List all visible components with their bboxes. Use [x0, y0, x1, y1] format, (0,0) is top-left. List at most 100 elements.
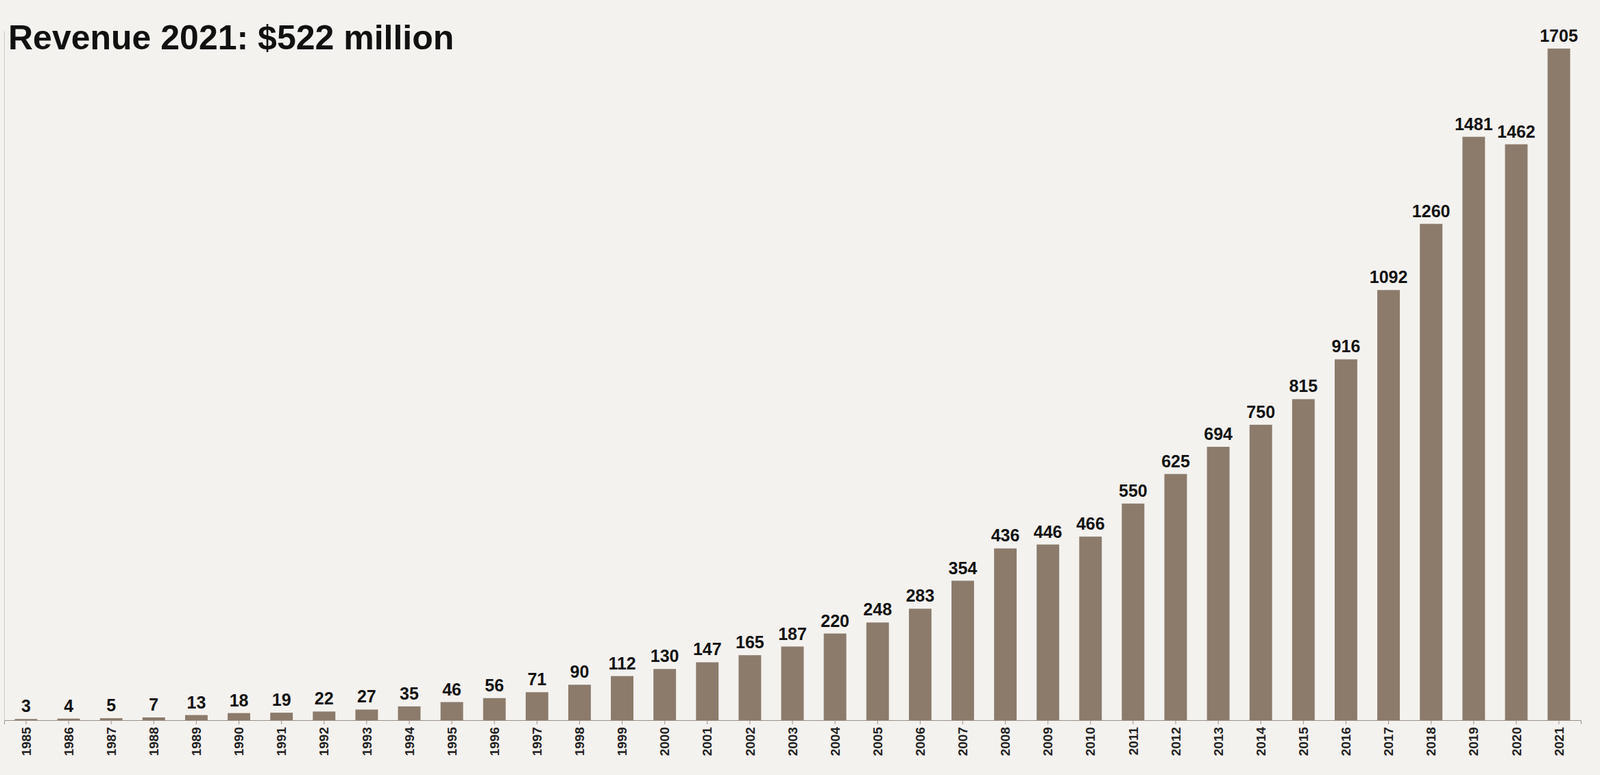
- title: Revenue 2021: $522 million: [8, 18, 454, 57]
- x-tick-mark: [1047, 720, 1049, 725]
- x-tick: 2010: [1083, 720, 1098, 757]
- x-tick-mark: [238, 720, 240, 725]
- x-tick-label: 2013: [1211, 727, 1226, 757]
- x-tick-mark: [1260, 720, 1262, 725]
- data-label: 815: [1288, 376, 1318, 396]
- x-tick: 1995: [444, 720, 460, 757]
- bar: [398, 706, 421, 721]
- data-label: 112: [608, 653, 636, 674]
- data-label: 22: [314, 688, 334, 709]
- x-tick-label: 2001: [699, 727, 715, 757]
- bar: [1547, 48, 1571, 721]
- x-tick: 1992: [316, 720, 332, 757]
- bar: [994, 548, 1017, 721]
- bar: [1462, 137, 1485, 721]
- data-label: 71: [527, 669, 547, 689]
- x-tick-mark: [153, 720, 155, 725]
- x-tick: 2013: [1211, 720, 1226, 757]
- data-label: 625: [1161, 451, 1191, 471]
- bar: [142, 717, 166, 721]
- x-tick-mark: [834, 720, 836, 725]
- y-axis-line: [4, 31, 5, 722]
- y-axis: [4, 31, 5, 722]
- x-tick: 1991: [274, 720, 289, 757]
- data-label: 916: [1331, 336, 1361, 356]
- x-tick: 1986: [61, 720, 77, 757]
- x-tick: 2021: [1552, 720, 1567, 757]
- x-tick-label: 2010: [1083, 727, 1098, 757]
- x-tick-label: 2020: [1509, 727, 1524, 757]
- x-tick: 1994: [402, 720, 417, 757]
- x-tick-mark: [1089, 720, 1091, 725]
- x-tick-mark: [877, 720, 879, 725]
- background: [0, 0, 1600, 775]
- bar: [483, 698, 506, 721]
- x-tick-label: 2012: [1168, 727, 1184, 757]
- x-tick: 2008: [998, 720, 1013, 757]
- bar: [1504, 144, 1528, 721]
- data-labels: 3457131819222735465671901121301471651872…: [21, 26, 1579, 716]
- data-label: 283: [905, 586, 935, 606]
- x-axis: 1985198619871988198919901991199219931994…: [4, 720, 1582, 757]
- bar: [312, 711, 336, 721]
- x-tick-label: 1990: [231, 727, 247, 757]
- bar: [610, 676, 634, 721]
- x-tick-mark: [1473, 720, 1474, 725]
- x-tick: 1987: [104, 720, 119, 757]
- bars: [15, 48, 1571, 721]
- data-label: 248: [863, 599, 892, 620]
- data-label: 1462: [1497, 122, 1536, 142]
- bar: [57, 719, 81, 721]
- x-tick-label: 1998: [572, 727, 587, 757]
- bar: [15, 719, 38, 721]
- data-label: 165: [735, 632, 765, 652]
- bar: [1419, 224, 1443, 721]
- bar: [100, 718, 123, 721]
- x-tick-label: 2004: [828, 727, 843, 757]
- x-tick-label: 2017: [1381, 727, 1396, 757]
- x-tick: 2012: [1168, 720, 1184, 757]
- x-tick: 2020: [1509, 720, 1524, 757]
- x-tick-label: 2002: [743, 727, 758, 757]
- x-tick-mark: [25, 720, 27, 725]
- data-label: 19: [272, 690, 292, 710]
- data-label: 466: [1076, 514, 1106, 534]
- data-label: 436: [991, 525, 1021, 545]
- data-label: 5: [106, 695, 116, 715]
- x-tick-mark: [196, 720, 197, 725]
- x-tick: 1999: [614, 720, 630, 757]
- bar: [1164, 474, 1188, 721]
- x-tick-mark: [749, 720, 750, 725]
- x-tick-mark: [706, 720, 708, 725]
- x-tick-label: 1997: [529, 727, 545, 757]
- x-tick-label: 1986: [61, 727, 77, 757]
- x-tick-mark: [1388, 720, 1389, 725]
- x-tick-label: 2008: [998, 727, 1013, 757]
- x-tick-label: 1992: [316, 727, 332, 757]
- x-tick-label: 1999: [614, 727, 630, 757]
- x-tick-label: 1994: [402, 727, 417, 757]
- x-tick: 2007: [955, 720, 971, 757]
- x-tick-mark: [1175, 720, 1177, 725]
- x-tick: 2011: [1126, 720, 1141, 756]
- bar: [823, 634, 847, 721]
- x-tick-label: 2016: [1338, 727, 1354, 757]
- bar: [1292, 398, 1315, 721]
- bar: [653, 669, 676, 721]
- x-tick-label: 2007: [955, 727, 971, 757]
- bar: [355, 709, 378, 721]
- bar: [1334, 359, 1358, 721]
- x-tick-mark: [451, 720, 453, 725]
- bar: [1079, 536, 1102, 721]
- data-label: 187: [778, 624, 807, 644]
- x-tick: 2001: [699, 720, 715, 757]
- x-tick: 2016: [1338, 720, 1354, 757]
- x-tick-mark: [323, 720, 325, 725]
- x-tick: 1993: [359, 720, 375, 757]
- x-tick-mark: [1515, 720, 1517, 725]
- data-label: 90: [570, 662, 590, 682]
- data-label: 4: [63, 696, 74, 716]
- x-tick-mark: [1004, 720, 1006, 725]
- x-tick-label: 1987: [104, 727, 119, 757]
- data-label: 3: [21, 696, 31, 716]
